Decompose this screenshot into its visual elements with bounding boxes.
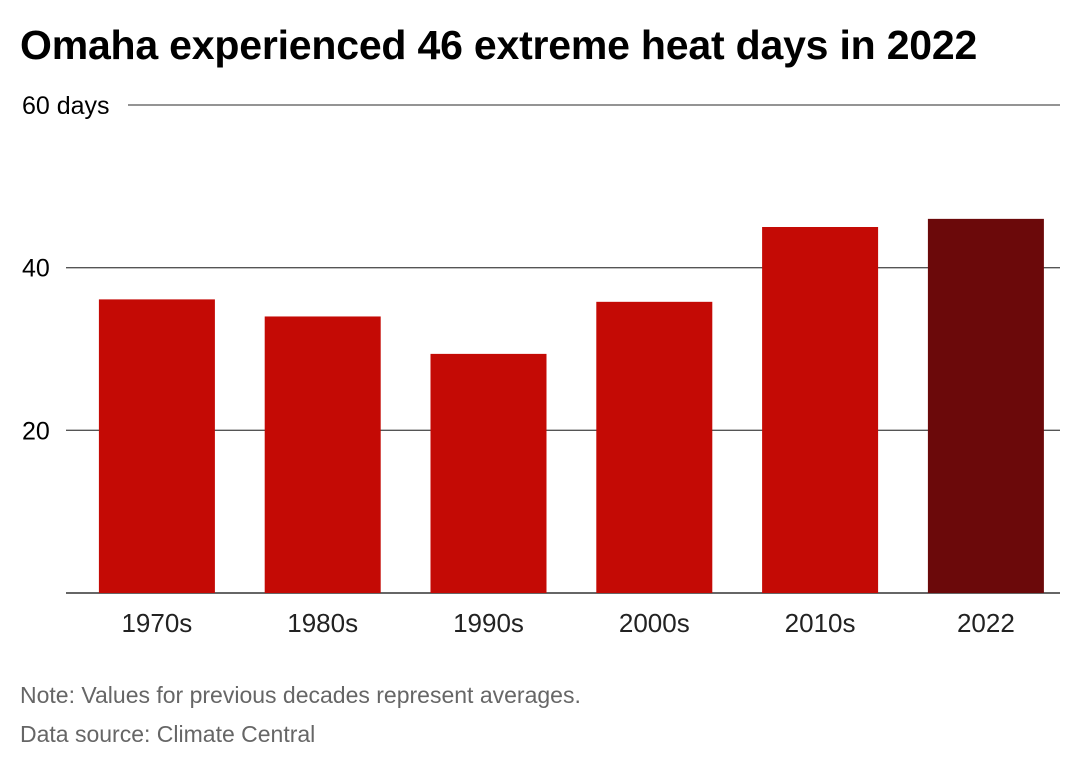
chart-title: Omaha experienced 46 extreme heat days i…	[20, 22, 978, 68]
y-tick-label: 40	[22, 255, 50, 283]
grid-lines	[66, 104, 1060, 594]
bar-chart: 20 40 60 days 1970s 1980s 1990s 2000s 2010s 202…	[22, 92, 1060, 638]
x-tick-label: 1980s	[287, 608, 358, 638]
x-tick-label: 1970s	[121, 608, 192, 638]
y-tick-label: 20	[22, 417, 50, 445]
bar-2010s	[762, 227, 879, 593]
data-source: Data source: Climate Central	[20, 721, 316, 747]
y-axis-ticks: 20 40 60 days	[22, 92, 110, 445]
bar-1970s	[98, 299, 215, 593]
bar-1990s	[430, 353, 547, 593]
x-tick-label: 2000s	[619, 608, 690, 638]
bar-2022	[927, 218, 1044, 593]
x-tick-label: 2022	[957, 608, 1015, 638]
chart-note: Note: Values for previous decades repres…	[20, 682, 581, 708]
x-tick-label: 1990s	[453, 608, 524, 638]
y-tick-label: 60 days	[22, 92, 110, 120]
bars	[98, 218, 1044, 593]
x-tick-label: 2010s	[785, 608, 856, 638]
x-axis-ticks: 1970s 1980s 1990s 2000s 2010s 2022	[121, 608, 1014, 638]
bar-2000s	[596, 301, 713, 593]
bar-1980s	[264, 316, 381, 593]
